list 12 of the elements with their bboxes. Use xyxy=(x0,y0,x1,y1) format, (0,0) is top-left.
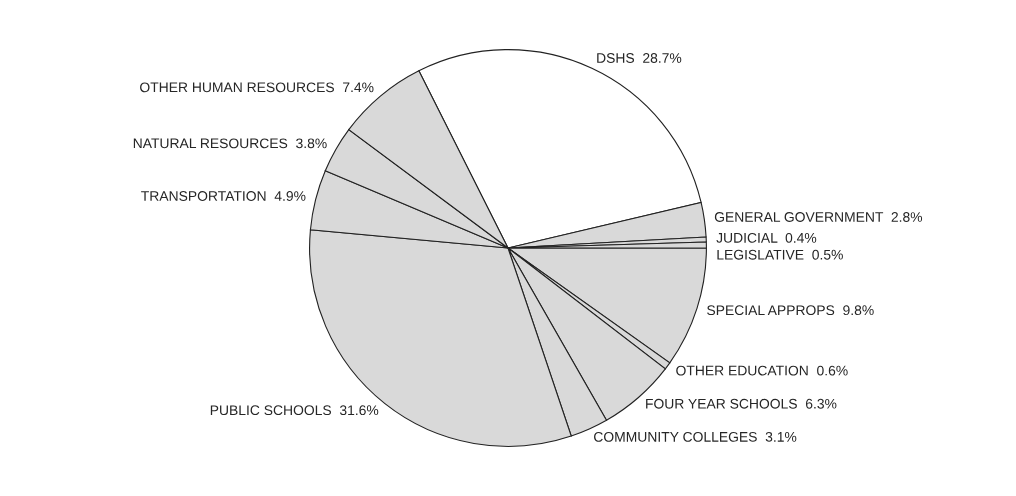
slice-label: LEGISLATIVE 0.5% xyxy=(717,249,843,260)
slice-label: SPECIAL APPROPS 9.8% xyxy=(707,305,874,316)
slice-label: NATURAL RESOURCES 3.8% xyxy=(133,138,327,149)
slice-label: PUBLIC SCHOOLS 31.6% xyxy=(210,405,379,416)
slice-label: OTHER HUMAN RESOURCES 7.4% xyxy=(140,82,374,93)
slice-label: COMMUNITY COLLEGES 3.1% xyxy=(594,431,797,442)
slice-label: TRANSPORTATION 4.9% xyxy=(141,191,306,201)
slice-label: GENERAL GOVERNMENT 2.8% xyxy=(714,212,923,222)
slice-label: JUDICIAL 0.4% xyxy=(716,232,817,243)
slice-label: OTHER EDUCATION 0.6% xyxy=(676,365,848,376)
slice-label: FOUR YEAR SCHOOLS 6.3% xyxy=(646,398,837,409)
slice-label: DSHS 28.7% xyxy=(597,53,682,63)
